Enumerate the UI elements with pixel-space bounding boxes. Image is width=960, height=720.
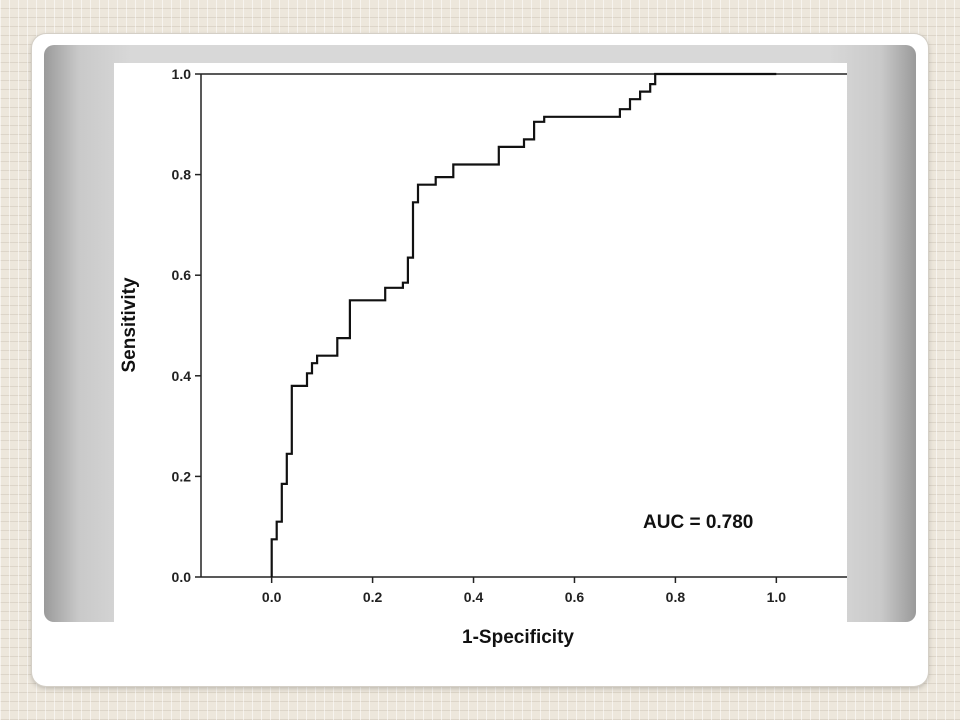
- x-tick-label: 1.0: [767, 589, 787, 605]
- y-tick-label: 1.0: [172, 66, 192, 82]
- x-tick-label: 0.4: [464, 589, 484, 605]
- auc-annotation: AUC = 0.780: [643, 512, 754, 533]
- y-tick-label: 0.2: [172, 468, 192, 484]
- y-axis-label-wrap: Sensitivity: [118, 262, 142, 388]
- x-tick-label: 0.6: [565, 589, 585, 605]
- x-axis-label: 1-Specificity: [462, 627, 574, 648]
- roc-chart: 0.0 0.2 0.4 0.6 0.8 1.0 0.0 0.2 0.4 0.6 0.8 1.0: [172, 66, 847, 605]
- y-tick-label: 0.8: [172, 167, 192, 183]
- x-tick-label: 0.8: [666, 589, 686, 605]
- y-axis-label: Sensitivity: [119, 277, 140, 373]
- x-tick-label: 0.2: [363, 589, 383, 605]
- y-tick-label: 0.6: [172, 267, 192, 283]
- y-tick-label: 0.0: [172, 569, 192, 585]
- x-tick-label: 0.0: [262, 589, 282, 605]
- roc-curve-line: [270, 72, 777, 577]
- y-tick-label: 0.4: [172, 368, 192, 384]
- plot-panel: 0.0 0.2 0.4 0.6 0.8 1.0 0.0 0.2 0.4 0.6 0.8 1.0: [114, 63, 847, 622]
